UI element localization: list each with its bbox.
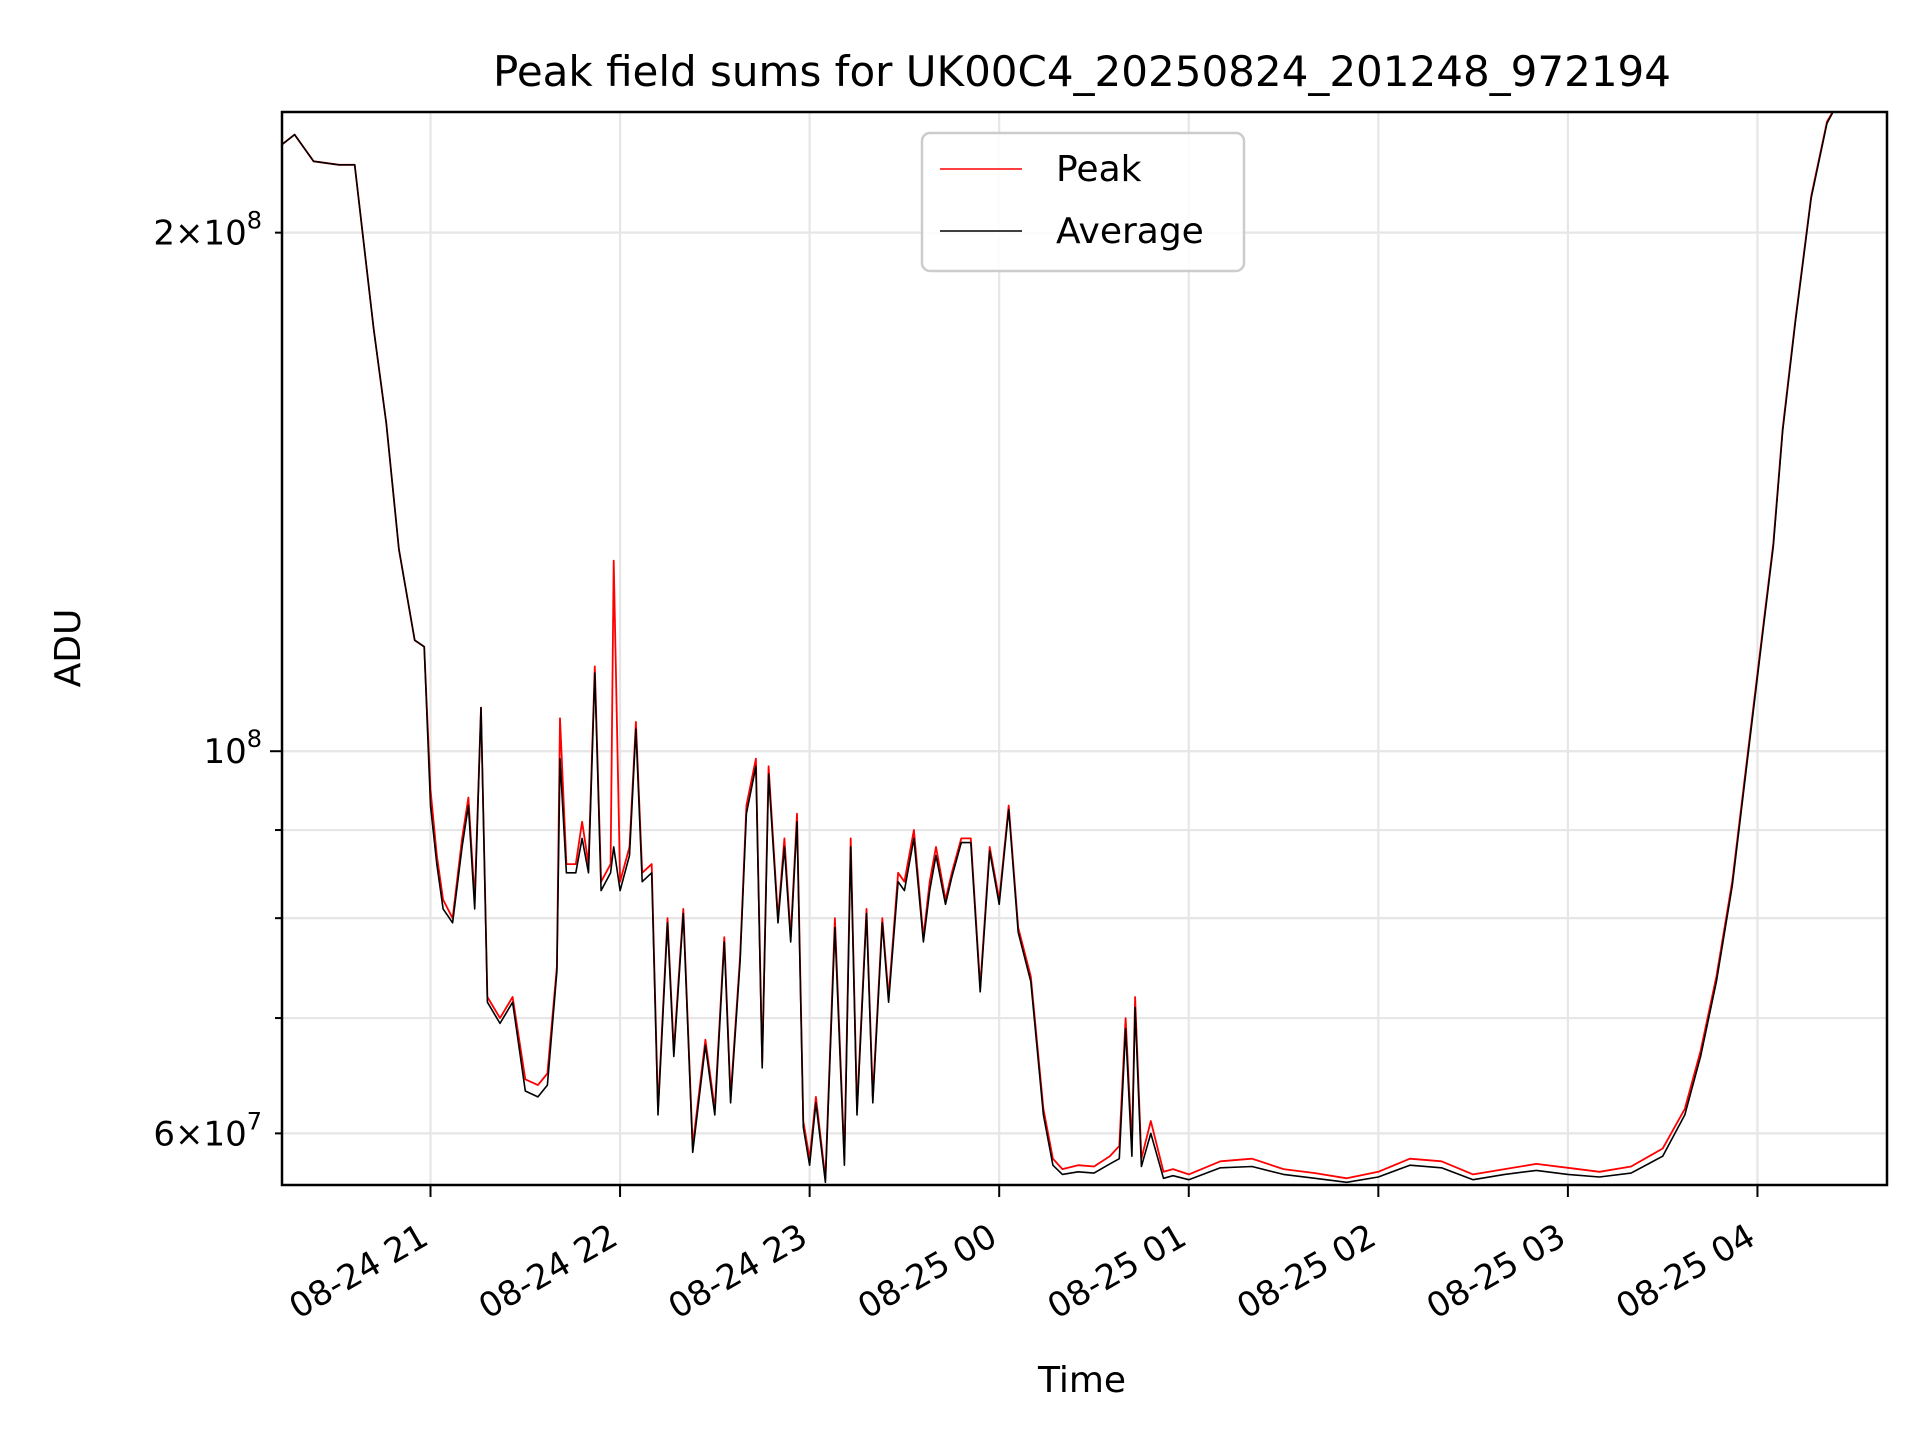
x-tick-label: 08-25 02 bbox=[1230, 1216, 1382, 1327]
legend-label-average: Average bbox=[1056, 211, 1204, 252]
series-lines bbox=[282, 112, 1834, 1184]
plot-frame bbox=[280, 110, 1889, 1187]
y-tick-label: 6×107 bbox=[153, 1107, 262, 1154]
grid bbox=[282, 112, 1887, 1185]
legend: Peak Average bbox=[920, 131, 1246, 273]
y-axis-ticks: 108 6×107 2×108 bbox=[153, 207, 282, 1154]
x-tick-label: 08-25 01 bbox=[1041, 1216, 1193, 1327]
x-tick-label: 08-24 21 bbox=[283, 1216, 435, 1327]
chart-title: Peak field sums for UK00C4_20250824_2012… bbox=[493, 47, 1671, 96]
x-tick-label: 08-24 22 bbox=[472, 1216, 624, 1327]
series-line-peak bbox=[282, 112, 1834, 1180]
y-tick-label: 108 bbox=[203, 725, 262, 772]
x-tick-label: 08-25 03 bbox=[1420, 1216, 1572, 1327]
y-axis-label: ADU bbox=[48, 609, 89, 688]
legend-label-peak: Peak bbox=[1056, 149, 1142, 190]
y-tick-label: 2×108 bbox=[153, 207, 262, 254]
x-axis-label: Time bbox=[1037, 1360, 1126, 1401]
x-tick-label: 08-25 00 bbox=[851, 1216, 1003, 1327]
legend-box bbox=[920, 131, 1246, 273]
series-line-average bbox=[282, 112, 1834, 1184]
x-tick-label: 08-25 04 bbox=[1610, 1216, 1762, 1327]
x-axis-ticks: 08-24 21 08-24 22 08-24 23 08-25 00 08-25 01… bbox=[283, 1185, 1762, 1327]
x-tick-label: 08-24 23 bbox=[662, 1216, 814, 1327]
